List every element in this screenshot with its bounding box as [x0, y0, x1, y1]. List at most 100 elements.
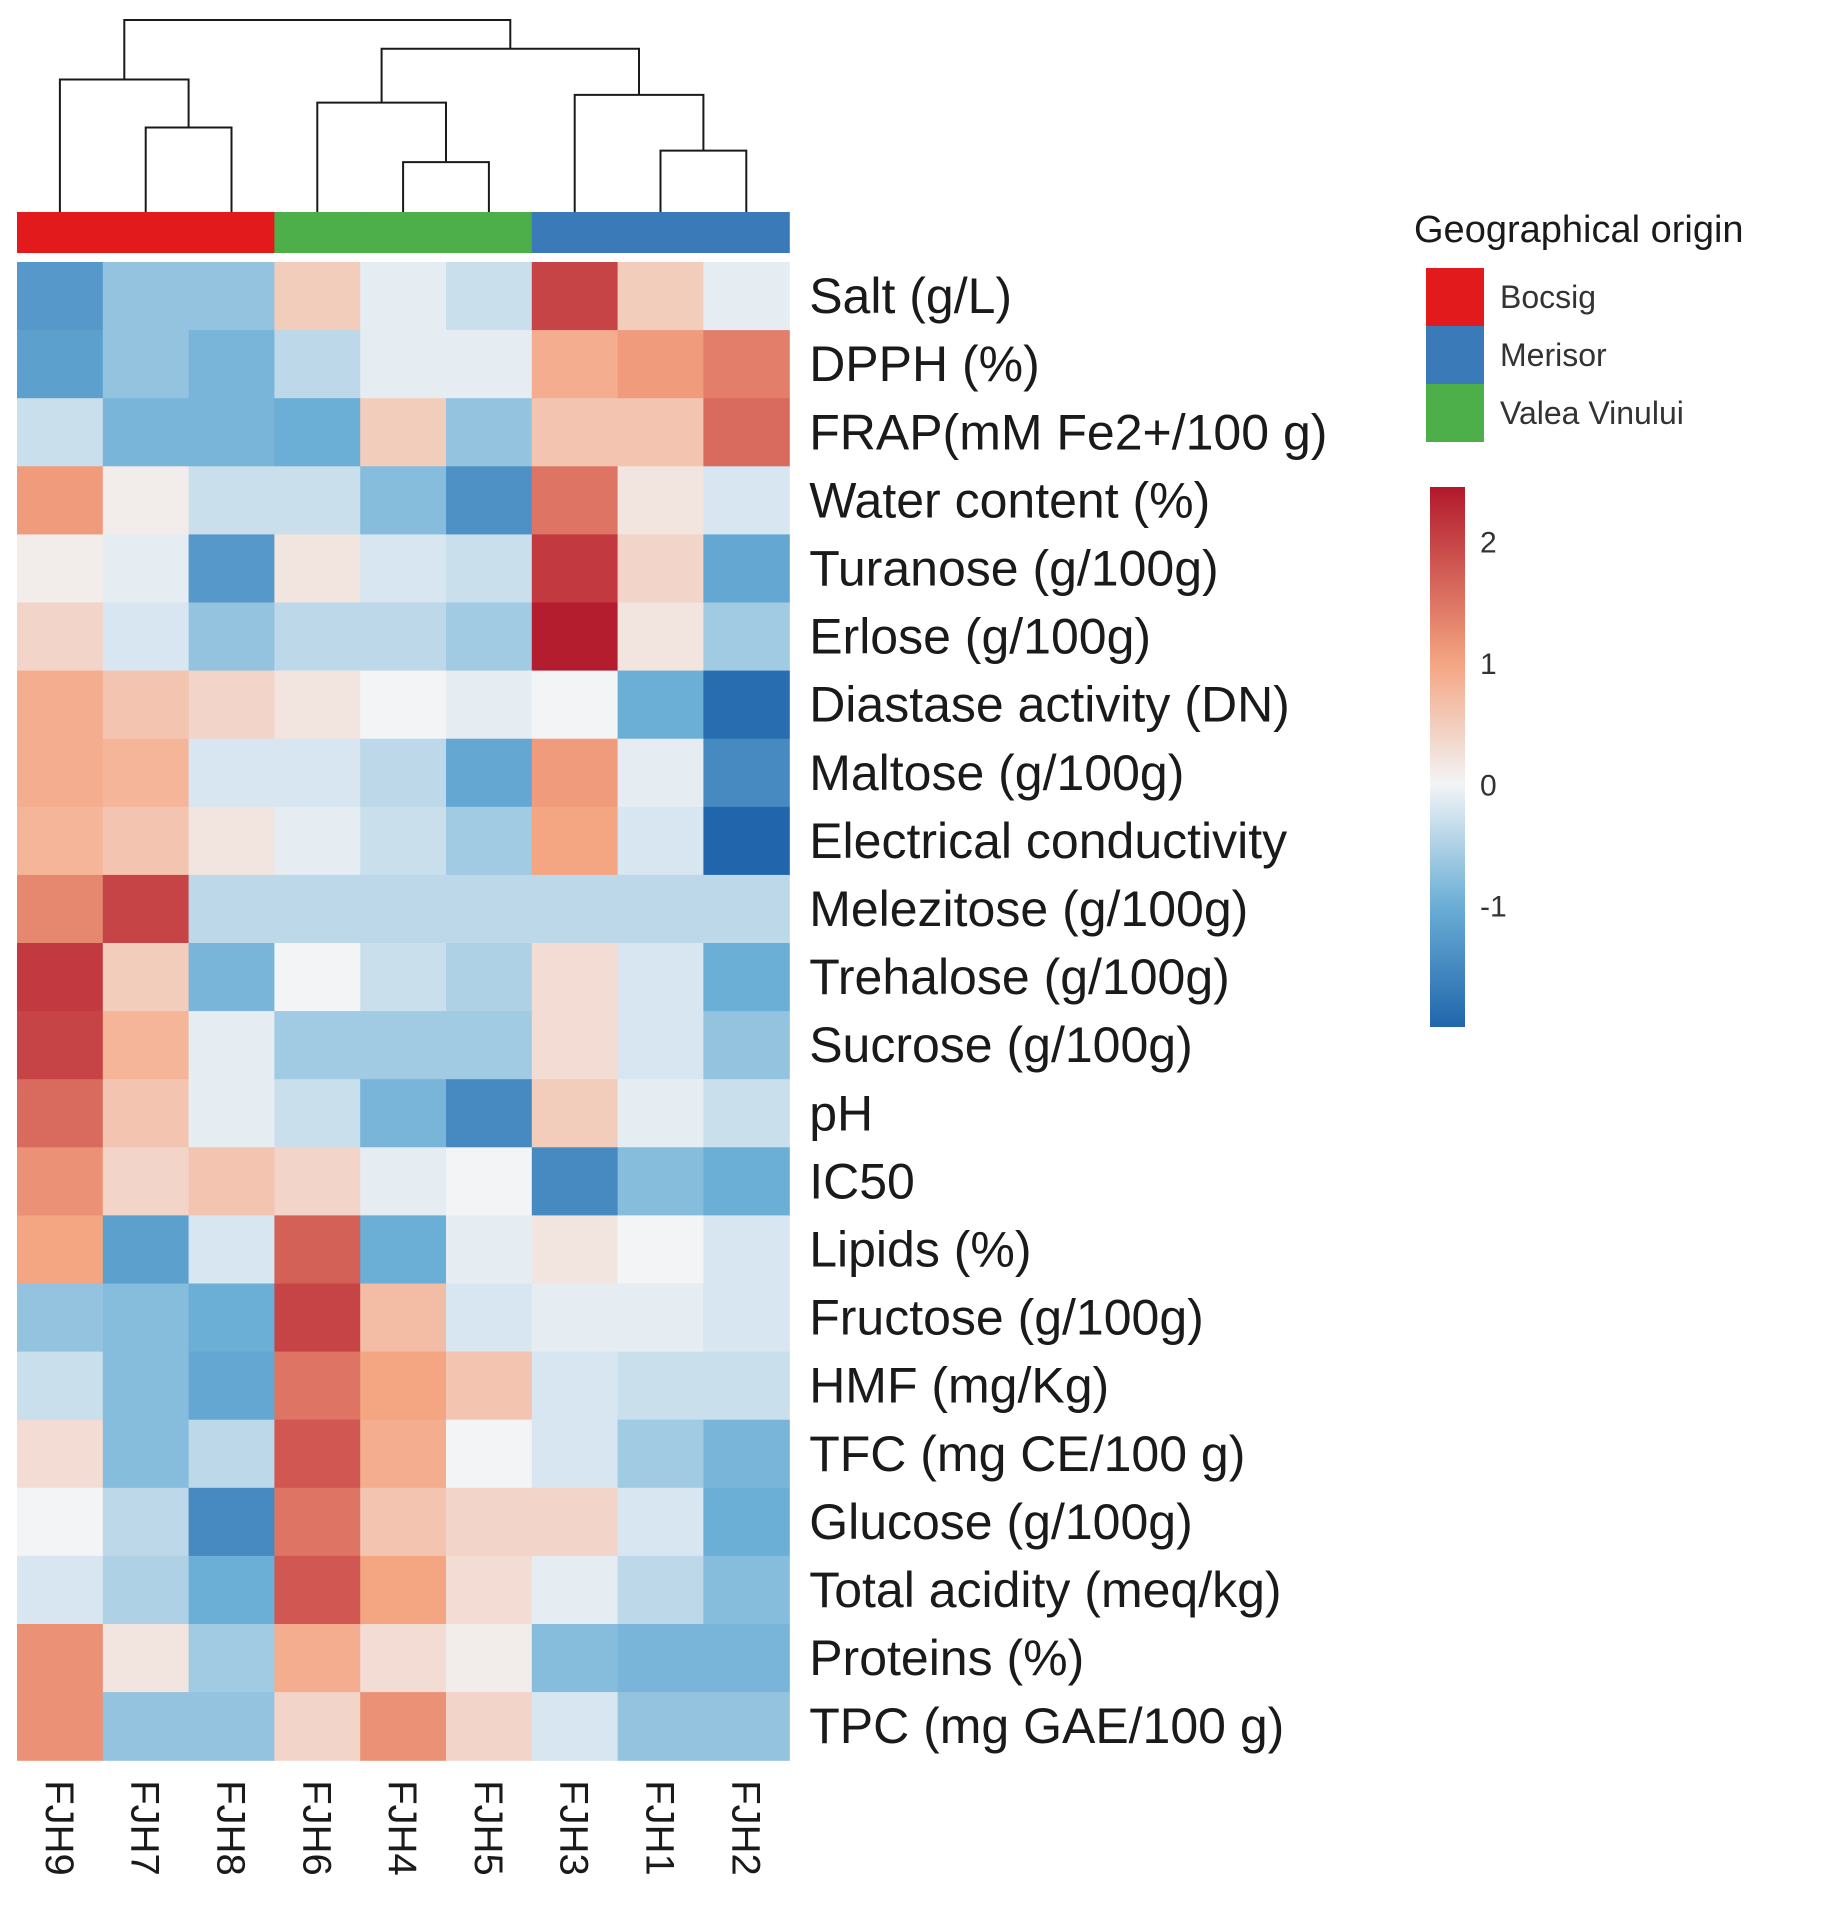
heatmap-cell — [274, 262, 361, 331]
heatmap-cell — [531, 874, 619, 944]
heatmap-cell — [360, 1351, 447, 1421]
row-label: Fructose (g/100g) — [809, 1290, 1204, 1346]
heatmap-cell — [102, 1283, 190, 1353]
heatmap-cell — [274, 738, 361, 808]
heatmap-cell — [17, 943, 104, 1012]
heatmap-cell — [531, 262, 619, 331]
row-label: TPC (mg GAE/100 g) — [809, 1698, 1284, 1754]
heatmap-cell — [531, 806, 619, 876]
color-scale-tick: 2 — [1480, 527, 1497, 560]
row-label: Total acidity (meq/kg) — [809, 1562, 1281, 1618]
heatmap-cell — [531, 1624, 619, 1693]
heatmap-cell — [188, 1011, 275, 1080]
heatmap-cell — [17, 262, 104, 331]
row-label: DPPH (%) — [809, 336, 1040, 392]
heatmap-cell — [617, 1283, 704, 1353]
heatmap-cell — [617, 1624, 704, 1693]
heatmap-cell — [703, 534, 790, 604]
heatmap-cell — [617, 602, 704, 672]
heatmap-cell — [531, 602, 619, 672]
column-labels: FJH9 FJH7 FJH8 FJH6 FJH4 FJH5 FJH3 FJH1 FJH2 — [37, 1780, 767, 1876]
row-label: HMF (mg/Kg) — [809, 1358, 1109, 1414]
heatmap-cell — [274, 1351, 361, 1421]
heatmap-cell — [446, 330, 533, 399]
heatmap-cell — [446, 1487, 533, 1557]
heatmap-cell — [17, 1419, 104, 1489]
row-label: FRAP(mM Fe2+/100 g) — [809, 404, 1327, 460]
heatmap-cell — [274, 1215, 361, 1285]
heatmap-cell — [617, 1011, 704, 1080]
heatmap-cell — [446, 1351, 533, 1421]
heatmap-cell — [102, 806, 190, 876]
column-label: FJH1 — [638, 1780, 682, 1876]
row-label: Trehalose (g/100g) — [809, 949, 1230, 1005]
heatmap-cell — [102, 670, 190, 740]
heatmap-cell — [703, 602, 790, 672]
row-label: pH — [809, 1085, 873, 1141]
column-label: FJH7 — [123, 1780, 167, 1876]
heatmap-cell — [102, 943, 190, 1012]
heatmap-cell — [188, 398, 275, 467]
heatmap-cell — [703, 1079, 790, 1148]
heatmap-cell — [188, 1487, 275, 1557]
heatmap-cell — [617, 330, 704, 399]
heatmap-cell — [102, 1692, 190, 1761]
heatmap-cell — [102, 738, 190, 808]
heatmap-cell — [188, 1079, 275, 1148]
heatmap-cell — [703, 1351, 790, 1421]
heatmap-cell — [102, 1555, 190, 1625]
heatmap-cell — [617, 1555, 704, 1625]
heatmap-cell — [617, 670, 704, 740]
heatmap-cell — [17, 1351, 104, 1421]
heatmap-cell — [360, 1624, 447, 1693]
heatmap-cell — [446, 1011, 533, 1080]
heatmap-cell — [188, 738, 275, 808]
heatmap-cell — [17, 1215, 104, 1285]
heatmap-cell — [102, 874, 190, 944]
color-scale-tick: 1 — [1480, 648, 1497, 681]
heatmap-cell — [102, 1079, 190, 1148]
row-label: Erlose (g/100g) — [809, 609, 1151, 665]
heatmap-cell — [17, 1283, 104, 1353]
heatmap-cell — [617, 1215, 704, 1285]
heatmap-cell — [703, 874, 790, 944]
heatmap-cell — [531, 1079, 619, 1148]
legend-swatch — [1426, 268, 1484, 326]
heatmap-cell — [617, 262, 704, 331]
heatmap-cell — [531, 1555, 619, 1625]
heatmap-cell — [360, 1555, 447, 1625]
heatmap-cell — [531, 1487, 619, 1557]
heatmap-cell — [274, 1011, 361, 1080]
heatmap-cell — [102, 1147, 190, 1216]
heatmap-cell — [617, 1147, 704, 1216]
heatmap-cell — [446, 943, 533, 1012]
heatmap-cell — [102, 398, 190, 467]
heatmap-cell — [360, 466, 447, 535]
heatmap-cell — [274, 534, 361, 604]
row-label: Salt (g/L) — [809, 268, 1012, 324]
color-scale: 2 1 0 -1 — [1430, 487, 1507, 1027]
row-label: Lipids (%) — [809, 1221, 1031, 1277]
heatmap-cell — [274, 602, 361, 672]
heatmap-cell — [617, 943, 704, 1012]
row-label: Melezitose (g/100g) — [809, 881, 1248, 937]
heatmap-cell — [188, 262, 275, 331]
origin-legend: Geographical origin Bocsig Merisor Valea V… — [1414, 209, 1744, 442]
dendrogram-branch — [402, 161, 490, 212]
column-label: FJH8 — [209, 1780, 253, 1876]
legend-swatch — [1426, 384, 1484, 442]
heatmap-cell — [188, 806, 275, 876]
origin-bar-segment — [102, 212, 190, 253]
heatmap-cell — [17, 602, 104, 672]
heatmap-cell — [446, 1555, 533, 1625]
heatmap-cell — [17, 1555, 104, 1625]
heatmap-cell — [188, 1692, 275, 1761]
heatmap-cell — [188, 1419, 275, 1489]
row-label: Proteins (%) — [809, 1630, 1084, 1686]
row-label: Water content (%) — [809, 472, 1210, 528]
heatmap-cell — [446, 398, 533, 467]
heatmap-cell — [102, 1487, 190, 1557]
heatmap-cell — [274, 398, 361, 467]
heatmap-cell — [617, 534, 704, 604]
